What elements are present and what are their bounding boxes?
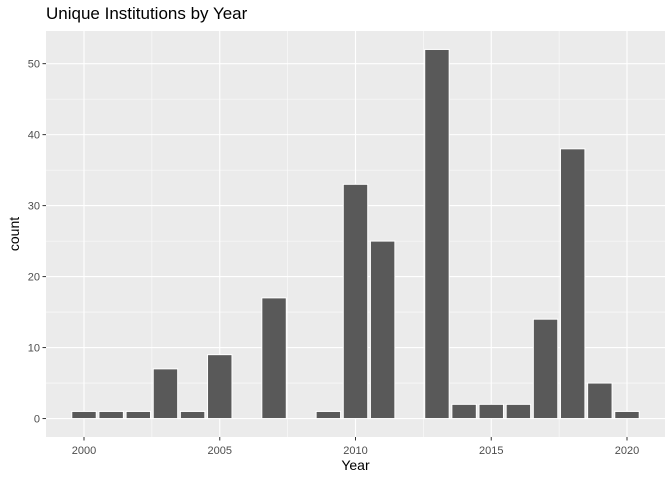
x-tick-label: 2010 xyxy=(343,445,367,457)
x-tick-label: 2005 xyxy=(208,445,232,457)
bar-2004 xyxy=(179,410,206,420)
bar-2011 xyxy=(369,240,396,420)
y-tick-label: 20 xyxy=(28,272,40,284)
bar-2005 xyxy=(207,354,233,420)
y-tick-label: 30 xyxy=(28,201,40,213)
bar-2002 xyxy=(125,410,152,420)
y-tick-label: 40 xyxy=(28,130,40,142)
bar-2007 xyxy=(261,297,287,420)
bar-2018 xyxy=(559,148,586,420)
x-tick-label: 2015 xyxy=(479,445,503,457)
bar-2015 xyxy=(478,403,504,420)
bar-2019 xyxy=(587,382,613,420)
bar-2017 xyxy=(532,318,559,420)
bars xyxy=(71,48,640,420)
y-tick-label: 0 xyxy=(34,414,40,426)
bar-2020 xyxy=(614,410,640,420)
x-axis: 2000 2005 2010 2015 2020 xyxy=(72,437,639,457)
chart-title: Unique Institutions by Year xyxy=(46,4,248,23)
bar-2003 xyxy=(152,368,179,420)
bar-2000 xyxy=(71,410,97,420)
bar-2016 xyxy=(505,403,532,420)
x-tick-label: 2020 xyxy=(615,445,639,457)
bar-2001 xyxy=(98,410,124,420)
y-tick-label: 10 xyxy=(28,343,40,355)
y-axis-title: count xyxy=(6,217,22,251)
bar-2010 xyxy=(342,183,369,420)
bar-2009 xyxy=(315,410,342,420)
bar-2013 xyxy=(424,48,450,420)
x-tick-label: 2000 xyxy=(72,445,96,457)
y-axis: 0 10 20 30 40 50 xyxy=(28,59,46,426)
x-axis-title: Year xyxy=(341,457,370,473)
y-tick-label: 50 xyxy=(28,59,40,71)
bar-2014 xyxy=(451,403,477,420)
